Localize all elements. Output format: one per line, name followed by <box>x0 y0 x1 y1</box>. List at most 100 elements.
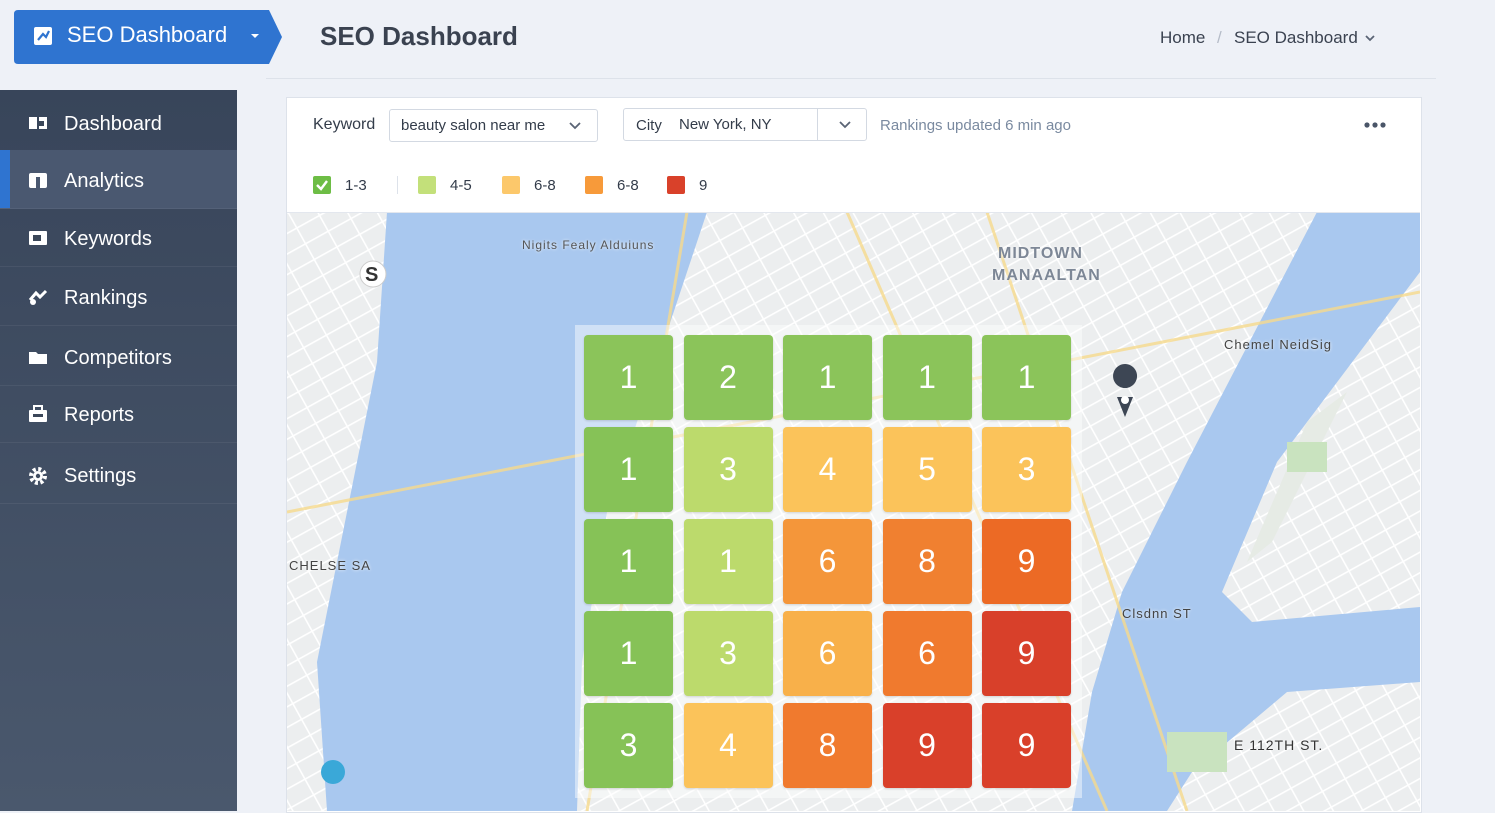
legend-label: 6-8 <box>534 177 556 194</box>
legend-swatch <box>667 176 685 194</box>
page-title: SEO Dashboard <box>320 21 518 51</box>
keyword-label: Keyword <box>313 116 376 133</box>
grid-cell[interactable]: 2 <box>683 335 773 420</box>
grid-cell[interactable]: 9 <box>982 519 1071 604</box>
status-text: Rankings updated 6 min ago <box>880 117 1071 134</box>
grid-cell[interactable]: 5 <box>882 427 972 512</box>
nav-label: Dashboard <box>64 113 162 135</box>
map-poi <box>321 760 345 784</box>
caret <box>1365 35 1375 42</box>
city-select[interactable]: City New York, NY <box>623 108 867 141</box>
divider <box>266 78 1436 79</box>
map-label: MIDTOWN <box>998 245 1083 262</box>
nav-item[interactable]: Rankings <box>0 267 237 326</box>
nav-icon <box>29 405 47 422</box>
keyword-value: beauty salon near me <box>401 117 546 134</box>
grid-cell[interactable]: 1 <box>882 335 972 420</box>
map-pin <box>1113 364 1138 388</box>
nav-icon <box>29 467 47 485</box>
select-caret <box>569 122 581 130</box>
more-menu[interactable] <box>1363 120 1389 130</box>
grid-cell[interactable]: 1 <box>584 427 673 512</box>
nav-item-active[interactable]: Analytics <box>0 150 237 209</box>
brand-caret <box>251 34 259 38</box>
map-pin <box>1117 397 1133 417</box>
grid-cell[interactable]: 4 <box>683 703 773 788</box>
grid-cell[interactable]: 1 <box>584 611 673 696</box>
breadcrumb[interactable]: SEO Dashboard <box>1234 28 1358 47</box>
city-value: New York, NY <box>679 116 772 133</box>
nav-label: Keywords <box>64 228 152 250</box>
legend-sep <box>397 176 398 194</box>
legend-label: 9 <box>699 177 708 194</box>
grid-cell[interactable]: 1 <box>783 335 872 420</box>
grid-cell[interactable]: 1 <box>584 519 673 604</box>
nav-item[interactable]: Reports <box>0 384 237 443</box>
map-label: Chemel NeidSig <box>1224 337 1332 352</box>
brand-bg <box>14 10 282 64</box>
nav-label: Analytics <box>64 170 145 192</box>
grid-cell[interactable]: 1 <box>584 335 673 420</box>
grid-cell[interactable]: 8 <box>783 703 872 788</box>
map-poi <box>359 260 387 288</box>
breadcrumb-caret[interactable] <box>1364 33 1376 43</box>
grid-cell[interactable]: 6 <box>783 519 872 604</box>
select-divider <box>817 109 818 140</box>
park <box>1287 442 1327 472</box>
river <box>1072 212 1420 811</box>
map-label: Nigits Fealy Alduiuns <box>522 238 655 252</box>
grid-cell[interactable]: 8 <box>882 519 972 604</box>
city-label: City <box>636 117 662 134</box>
nav-label: Competitors <box>64 347 172 369</box>
nav-item[interactable]: Keywords <box>0 208 237 267</box>
legend-swatch <box>313 176 331 194</box>
breadcrumb-sep: / <box>1217 28 1222 47</box>
brand-title[interactable]: SEO Dashboard <box>67 22 228 47</box>
grid-cell[interactable]: 6 <box>882 611 972 696</box>
legend-swatch <box>418 176 436 194</box>
nav-item[interactable]: Settings <box>0 445 237 504</box>
grid-cell[interactable]: 9 <box>982 611 1071 696</box>
brand-icon-line <box>37 30 50 41</box>
sidebar: Dashboard Analytics Keywords Rankings Co… <box>0 90 237 811</box>
grid-cell[interactable]: 1 <box>683 519 773 604</box>
map-label: Clsdnn ST <box>1122 606 1192 621</box>
nav-label: Reports <box>64 404 135 426</box>
legend-label: 4-5 <box>450 177 472 194</box>
map-pin-dot <box>1121 396 1129 404</box>
nav-label: Rankings <box>64 287 148 309</box>
keyword-select[interactable]: beauty salon near me <box>389 109 598 142</box>
grid-cell[interactable]: 3 <box>584 703 673 788</box>
grid-cell[interactable]: 6 <box>783 611 872 696</box>
brand-icon <box>34 27 52 45</box>
nav-icon <box>29 352 47 364</box>
park <box>1167 732 1227 772</box>
nav-item[interactable]: Dashboard <box>0 93 237 152</box>
nav-label: Settings <box>64 465 137 487</box>
grid-cell[interactable]: 4 <box>783 427 872 512</box>
grid-cell[interactable]: 3 <box>683 427 773 512</box>
select-caret <box>839 121 851 129</box>
map-label: MANAALTAN <box>992 267 1101 284</box>
legend-row <box>287 154 1420 213</box>
nav-icon <box>29 117 47 129</box>
grid-cell[interactable]: 3 <box>982 427 1071 512</box>
map-label: E 112TH ST. <box>1234 737 1324 753</box>
map-label: CHELSE SA <box>289 558 371 573</box>
check <box>316 180 328 191</box>
legend-label: 1-3 <box>345 177 367 194</box>
grid-cell[interactable]: 1 <box>982 335 1071 420</box>
nav-icon <box>29 231 47 245</box>
grid-cell[interactable]: 3 <box>683 611 773 696</box>
breadcrumb[interactable]: Home <box>1160 28 1206 47</box>
legend-swatch <box>502 176 520 194</box>
legend-swatch <box>585 176 603 194</box>
grid-cell[interactable]: 9 <box>982 703 1071 788</box>
legend-label: 6-8 <box>617 177 639 194</box>
nav-item[interactable]: Competitors <box>0 327 237 386</box>
grid-cell[interactable]: 9 <box>882 703 972 788</box>
brand-button[interactable] <box>14 10 284 64</box>
island <box>1247 392 1347 562</box>
